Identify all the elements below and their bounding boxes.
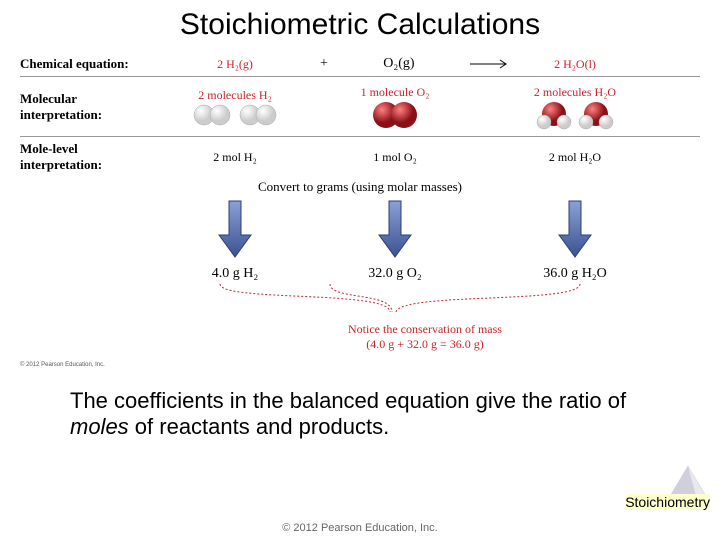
mass-o2: 32.0 g O₂ [320,266,470,282]
molecular-row: Molecular interpretation: 2 molecules H₂… [20,77,700,137]
down-arrows-row [20,199,700,262]
eq-plus: +O₂(g) [320,56,470,72]
h2o-molecule-icon [534,100,574,130]
molecular-h2-cell: 2 molecules H₂ [150,86,320,127]
conservation-notice: Notice the conservation of mass (4.0 g +… [150,322,700,352]
body-em: moles [70,414,129,439]
mole-row: Mole-level interpretation: 2 mol H₂ 1 mo… [20,137,700,177]
molecular-h2-caption: 2 molecules H₂ [150,88,320,103]
footer-label: Stoichiometry [625,494,710,510]
conservation-connector [40,282,700,316]
o2-molecules [320,100,470,130]
notice-line2: (4.0 g + 32.0 g = 36.0 g) [366,337,484,351]
mass-h2o: 36.0 g H₂O [500,266,650,282]
h2-molecule-icon [236,103,280,127]
body-p2: of reactants and products. [129,414,390,439]
mole-h2o: 2 mol H₂O [500,150,650,165]
down-arrow-o2 [320,199,470,262]
h2-molecules [150,103,320,127]
body-text: The coefficients in the balanced equatio… [70,388,650,441]
body-p1: The coefficients in the balanced equatio… [70,388,626,413]
plus-sign: + [320,56,328,72]
slide-title: Stoichiometric Calculations [0,0,720,42]
convert-caption: Convert to grams (using molar masses) [20,177,700,199]
down-arrow-icon [377,199,413,259]
h2o-molecule-icon [576,100,616,130]
chemical-equation-row: Chemical equation: 2 H₂(g) +O₂(g) 2 H₂O(… [20,52,700,77]
molecular-o2-cell: 1 molecule O₂ [320,83,470,130]
o2-molecule-icon [369,100,421,130]
down-arrow-h2o [500,199,650,262]
stoichiometry-figure: Chemical equation: 2 H₂(g) +O₂(g) 2 H₂O(… [20,52,700,352]
molecular-o2-caption: 1 molecule O₂ [320,85,470,100]
eq-o2: O₂(g) [328,56,470,72]
h2-molecule-icon [190,103,234,127]
mole-label: Mole-level interpretation: [20,141,150,173]
mass-row: 4.0 g H₂ 32.0 g O₂ 36.0 g H₂O [20,262,700,282]
down-arrow-icon [557,199,593,259]
molecular-label: Molecular interpretation: [20,91,150,123]
mole-h2: 2 mol H₂ [150,150,320,165]
chem-eq-label: Chemical equation: [20,56,150,72]
eq-h2: 2 H₂(g) [150,57,320,72]
eq-arrow [470,59,500,69]
down-arrow-icon [217,199,253,259]
mole-o2: 1 mol O₂ [320,150,470,165]
footer-copyright: © 2012 Pearson Education, Inc. [0,522,720,534]
molecular-h2o-cell: 2 molecules H₂O [500,83,650,130]
pyramid-icon [668,464,708,498]
down-arrow-h2 [150,199,320,262]
eq-h2o: 2 H₂O(l) [500,57,650,72]
mass-h2: 4.0 g H₂ [150,266,320,282]
figure-credit: © 2012 Pearson Education, Inc. [20,362,720,368]
h2o-molecules [500,100,650,130]
molecular-h2o-caption: 2 molecules H₂O [500,85,650,100]
notice-line1: Notice the conservation of mass [348,322,502,336]
